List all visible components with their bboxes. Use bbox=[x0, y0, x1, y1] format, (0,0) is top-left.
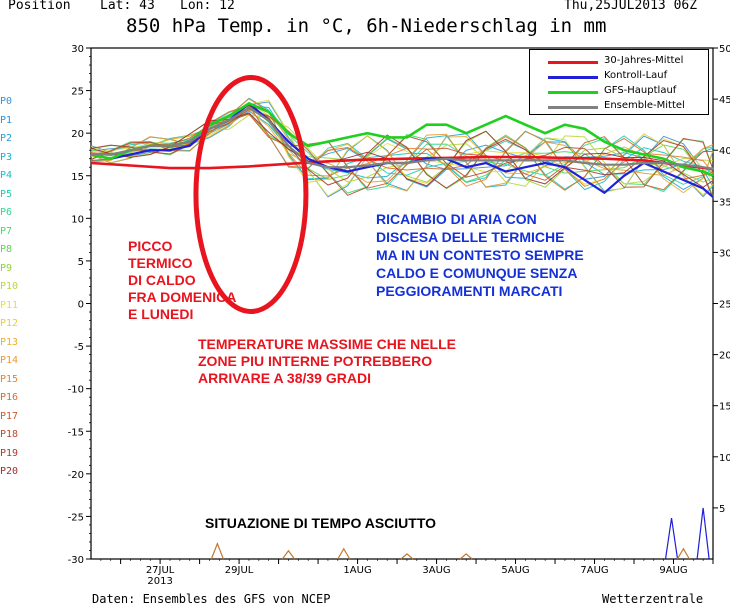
series-line bbox=[90, 101, 714, 177]
y-right-tick-label: 40 bbox=[719, 146, 730, 157]
member-line bbox=[90, 98, 714, 187]
y-right-tick-label: 20 bbox=[719, 351, 730, 362]
position-label: Position bbox=[8, 0, 71, 13]
y-right-tick-label: 50 bbox=[719, 44, 730, 55]
y-left-tick-label: -20 bbox=[68, 470, 84, 481]
legend-label: 30-Jahres-Mittel bbox=[604, 55, 684, 66]
legend-entry: 30-Jahres-Mittel bbox=[530, 55, 708, 69]
peak-highlight-ellipse bbox=[193, 74, 309, 314]
legend-swatch bbox=[548, 76, 598, 79]
precip-spike bbox=[676, 547, 690, 560]
member-label: P12 bbox=[0, 318, 19, 329]
member-label: P2 bbox=[0, 133, 13, 144]
y-right-tick-label: 30 bbox=[719, 248, 730, 259]
member-label: P19 bbox=[0, 447, 19, 459]
y-left-tick-label: 15 bbox=[71, 172, 84, 183]
member-label: P1 bbox=[0, 114, 13, 126]
member-label: P4 bbox=[0, 170, 13, 181]
y-right-tick-label: 5 bbox=[719, 504, 725, 515]
x-tick-label: 1AUG bbox=[343, 565, 371, 576]
member-label: P11 bbox=[0, 299, 19, 311]
x-tick-sublabel: 2013 bbox=[147, 576, 172, 587]
member-label: P5 bbox=[0, 188, 13, 200]
x-tick-label: 27JUL bbox=[146, 565, 175, 576]
legend-swatch bbox=[548, 61, 598, 64]
brand-label: Wetterzentrale bbox=[602, 592, 704, 606]
y-left-tick-label: 25 bbox=[71, 87, 84, 98]
annotation-peak: PICCO TERMICO DI CALDO FRA DOMENICA E LU… bbox=[128, 238, 237, 322]
precip-spike bbox=[281, 549, 295, 560]
member-label: P0 bbox=[0, 96, 13, 107]
source-label: Daten: Ensembles des GFS von NCEP bbox=[92, 592, 331, 606]
y-left-tick-label: -10 bbox=[68, 385, 84, 396]
member-label: P20 bbox=[0, 466, 19, 477]
chart-title: 850 hPa Temp. in °C, 6h-Niederschlag in … bbox=[126, 15, 607, 37]
x-tick-label: 9AUG bbox=[659, 565, 687, 576]
member-label: P18 bbox=[0, 429, 19, 440]
member-line bbox=[90, 112, 714, 188]
y-left-tick-label: 30 bbox=[71, 44, 84, 55]
y-left-tick-label: -25 bbox=[68, 512, 84, 523]
lon-label: Lon: 12 bbox=[180, 0, 235, 13]
legend-entry: Kontroll-Lauf bbox=[530, 70, 708, 84]
member-label: P8 bbox=[0, 244, 13, 255]
member-line bbox=[90, 113, 714, 191]
member-label: P14 bbox=[0, 355, 19, 366]
legend-label: GFS-Hauptlauf bbox=[604, 85, 677, 96]
y-left-tick-label: 10 bbox=[71, 214, 84, 225]
legend-swatch bbox=[548, 106, 598, 109]
series-line bbox=[91, 106, 714, 170]
y-right-tick-label: 25 bbox=[719, 300, 730, 311]
member-label: P10 bbox=[0, 281, 19, 292]
annotation-tmax: TEMPERATURE MASSIME CHE NELLE ZONE PIU I… bbox=[198, 336, 456, 386]
member-label: P3 bbox=[0, 151, 13, 163]
precip-spike bbox=[210, 542, 224, 560]
member-label: P17 bbox=[0, 410, 19, 422]
precip-spike bbox=[337, 547, 351, 560]
y-left-tick-label: -30 bbox=[68, 555, 84, 566]
x-tick-label: 7AUG bbox=[580, 565, 608, 576]
y-left-tick-label: 20 bbox=[71, 129, 84, 140]
member-label: P13 bbox=[0, 336, 19, 348]
annotation-change: RICAMBIO DI ARIA CON DISCESA DELLE TERMI… bbox=[376, 211, 584, 299]
member-line bbox=[90, 105, 714, 188]
x-tick-label: 5AUG bbox=[501, 565, 529, 576]
y-left-tick-label: -5 bbox=[74, 342, 84, 353]
legend-label: Ensemble-Mittel bbox=[604, 100, 685, 111]
y-left-tick-label: 0 bbox=[78, 300, 84, 311]
legend-entry: Ensemble-Mittel bbox=[530, 100, 708, 114]
lat-label: Lat: 43 bbox=[100, 0, 155, 13]
y-right-tick-label: 15 bbox=[719, 402, 730, 413]
legend-swatch bbox=[548, 91, 598, 94]
member-label: P6 bbox=[0, 207, 13, 218]
y-right-tick-label: 10 bbox=[719, 453, 730, 464]
y-right-tick-label: 35 bbox=[719, 197, 730, 208]
member-label: P9 bbox=[0, 262, 13, 274]
precip-spike bbox=[459, 553, 473, 560]
x-tick-label: 29JUL bbox=[225, 565, 254, 576]
member-label: P15 bbox=[0, 373, 19, 385]
legend-entry: GFS-Hauptlauf bbox=[530, 85, 708, 99]
precip-spike bbox=[664, 518, 679, 560]
annotation-dry: SITUAZIONE DI TEMPO ASCIUTTO bbox=[205, 515, 437, 531]
date-label: Thu,25JUL2013 06Z bbox=[564, 0, 698, 13]
precip-spike bbox=[696, 507, 710, 560]
y-right-tick-label: 45 bbox=[719, 95, 730, 106]
y-left-tick-label: -15 bbox=[68, 427, 84, 438]
chart-legend: 30-Jahres-Mittel Kontroll-Lauf GFS-Haupt… bbox=[529, 49, 709, 115]
member-label: P16 bbox=[0, 392, 19, 403]
y-left-tick-label: 5 bbox=[78, 257, 84, 268]
precip-spike bbox=[400, 553, 414, 560]
member-label: P7 bbox=[0, 225, 13, 237]
legend-label: Kontroll-Lauf bbox=[604, 70, 668, 81]
x-tick-label: 3AUG bbox=[422, 565, 450, 576]
